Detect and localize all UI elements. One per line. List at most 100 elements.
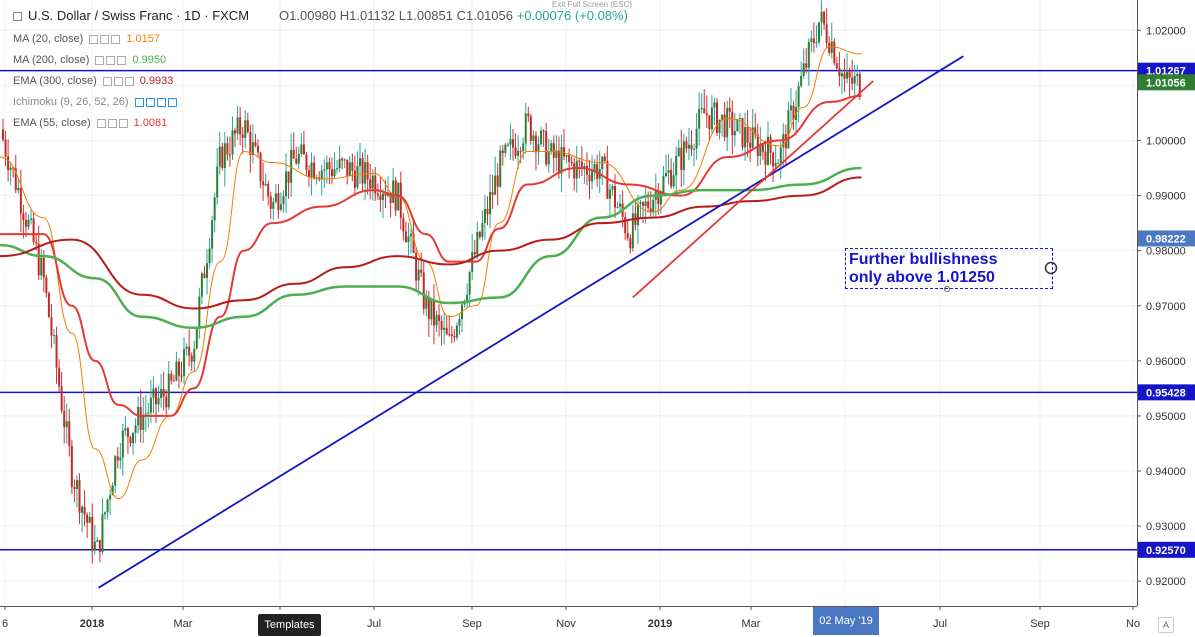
- candle-body: [60, 386, 63, 411]
- candle-body: [636, 203, 639, 226]
- candle-body: [292, 149, 295, 159]
- candle-body: [853, 75, 856, 84]
- candle-body: [86, 514, 89, 523]
- candle-body: [19, 187, 22, 214]
- symbol-header: U.S. Dollar / Swiss Franc · 1D · FXCM O1.…: [13, 8, 628, 23]
- braces-icon: [156, 97, 166, 107]
- candle-body: [626, 233, 629, 239]
- y-tick-label: 0.99000: [1146, 191, 1186, 203]
- candle-body: [269, 196, 272, 209]
- candle-body: [848, 71, 851, 78]
- text-annotation[interactable]: Further bullishness only above 1.01250: [845, 248, 1053, 289]
- legend-controls[interactable]: [95, 55, 128, 65]
- candle-body: [267, 183, 270, 197]
- legend-ema300[interactable]: EMA (300, close) 0.9933: [13, 73, 173, 89]
- candle-body: [412, 233, 415, 253]
- legend-controls[interactable]: [96, 118, 130, 128]
- candle-body: [491, 192, 494, 195]
- candle-body: [483, 208, 486, 223]
- candle-body: [805, 63, 808, 68]
- candle-body: [14, 167, 17, 191]
- legend-ma20[interactable]: MA (20, close) 1.0157: [13, 31, 160, 47]
- candle-body: [631, 213, 634, 249]
- legend-ichimoku[interactable]: Ichimoku (9, 26, 52, 26): [13, 94, 179, 110]
- candle-body: [188, 346, 191, 356]
- candle-body: [552, 143, 555, 158]
- candle-body: [109, 495, 112, 500]
- candle-body: [53, 335, 55, 337]
- candle-body: [348, 162, 351, 176]
- legend-value: 0.9950: [132, 54, 167, 66]
- candle-body: [545, 130, 548, 165]
- candle-body: [364, 162, 367, 184]
- close-icon: [111, 34, 121, 44]
- legend-controls[interactable]: [134, 97, 179, 107]
- candle-body: [468, 272, 471, 295]
- templates-button[interactable]: Templates: [258, 614, 321, 636]
- candle-body: [575, 160, 578, 179]
- x-tick-label: Nov: [556, 618, 576, 630]
- candle-body: [35, 241, 38, 244]
- candle-body: [820, 11, 823, 23]
- candle-body: [239, 117, 242, 135]
- indicator-lines: [0, 46, 862, 500]
- gear-icon: [100, 34, 110, 44]
- candle-body: [114, 456, 117, 486]
- candle-body: [328, 162, 331, 170]
- candle-body: [371, 175, 374, 189]
- legend-ema55[interactable]: EMA (55, close) 1.0081: [13, 115, 167, 131]
- x-tick-label: 2019: [648, 618, 672, 630]
- candle-body: [353, 170, 356, 188]
- y-tick-label: 1.02000: [1146, 25, 1186, 37]
- x-tick-label: Jul: [933, 618, 947, 630]
- candle-body: [700, 108, 703, 110]
- candle-body: [432, 300, 435, 326]
- candle-body: [9, 167, 12, 171]
- candle-body: [308, 169, 310, 178]
- candle-body: [583, 165, 586, 168]
- candle-body: [455, 325, 458, 338]
- candle-body: [506, 144, 509, 146]
- collapse-icon[interactable]: [13, 12, 22, 22]
- candle-body: [157, 397, 160, 405]
- legend-ma200[interactable]: MA (200, close) 0.9950: [13, 52, 166, 68]
- candle-body: [302, 144, 305, 155]
- price-label-level: 0.92570: [1146, 545, 1186, 557]
- legend-name: MA (200, close): [13, 54, 90, 66]
- candle-body: [336, 168, 339, 170]
- series-line-ema-300-close-: [0, 176, 862, 310]
- candle-body: [851, 77, 854, 84]
- y-tick-label: 0.94000: [1146, 466, 1186, 478]
- candle-body: [580, 161, 583, 168]
- candle-body: [106, 499, 109, 513]
- candle-body: [721, 114, 724, 120]
- candle-body: [751, 127, 754, 148]
- candle-body: [22, 213, 25, 221]
- exit-fullscreen-hint[interactable]: Exit Full Screen (ESC): [552, 0, 633, 9]
- candle-body: [323, 169, 326, 171]
- candle-body: [593, 163, 596, 172]
- candle-body: [547, 151, 550, 165]
- candle-body: [369, 179, 372, 189]
- candle-body: [603, 156, 606, 162]
- candle-body: [708, 115, 711, 130]
- trendline: [632, 80, 874, 299]
- candle-body: [524, 113, 527, 144]
- candle-body: [83, 506, 86, 515]
- candle-body: [685, 141, 688, 149]
- auto-scale-button[interactable]: A: [1158, 617, 1174, 633]
- candle-body: [619, 203, 622, 207]
- candle-body: [27, 219, 30, 227]
- candle-body: [453, 335, 456, 338]
- candle-body: [40, 257, 43, 276]
- x-tick-label: Sep: [462, 618, 482, 630]
- legend-controls[interactable]: [89, 34, 122, 44]
- candle-body: [616, 206, 619, 208]
- grid: [0, 0, 1137, 606]
- candle-body: [234, 130, 237, 134]
- legend-controls[interactable]: [102, 76, 136, 86]
- candle-body: [710, 107, 713, 130]
